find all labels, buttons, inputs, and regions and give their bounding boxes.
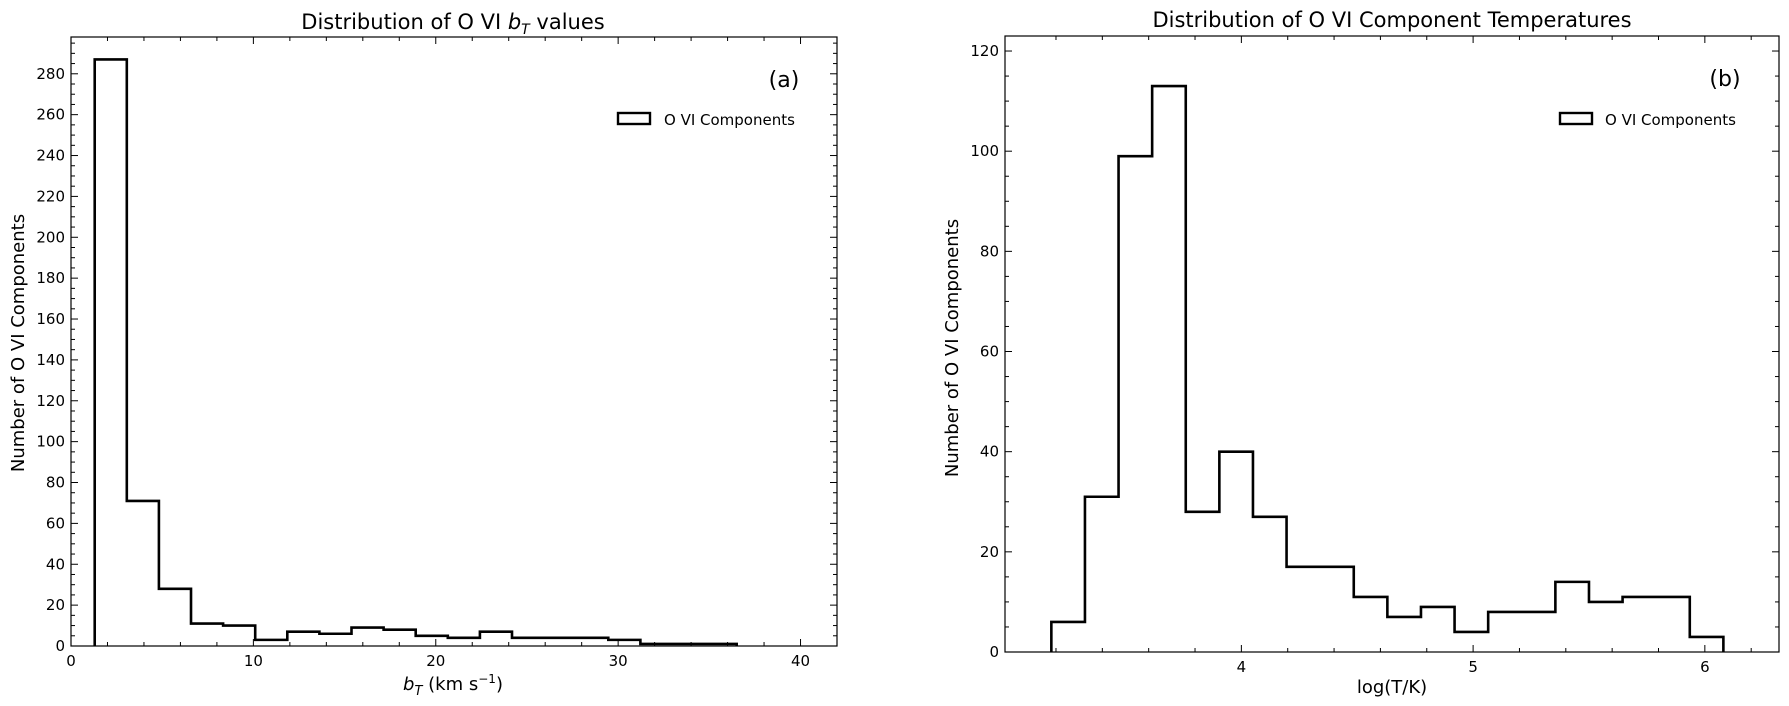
y-tick-label: 0 xyxy=(55,637,65,655)
y-tick-label: 100 xyxy=(36,433,65,451)
panel-a-ticks: 0 10 20 30 40 0 20 40 60 80 100 120 140 160 180 200 220 2… xyxy=(36,37,838,670)
panel-a-xlabel: bT (km s−1) xyxy=(403,672,503,699)
panel-a-histogram-step xyxy=(93,58,738,646)
x-tick-label: 6 xyxy=(1700,658,1710,676)
panel-b-temperature-histogram: Distribution of O VI Component Temperatu… xyxy=(942,8,1780,698)
panel-a-legend-patch xyxy=(616,111,652,126)
y-tick-label: 120 xyxy=(970,42,999,60)
y-tick-label: 160 xyxy=(36,310,65,328)
y-tick-label: 280 xyxy=(36,65,65,83)
y-tick-label: 0 xyxy=(989,643,999,661)
panel-b-legend-patch xyxy=(1558,111,1594,126)
panel-a-legend-label: O VI Components xyxy=(664,111,795,129)
panel-b-legend-label: O VI Components xyxy=(1605,111,1736,129)
panel-b-ylabel: Number of O VI Components xyxy=(942,219,963,477)
panel-a-ylabel: Number of O VI Components xyxy=(8,214,29,472)
x-tick-label: 10 xyxy=(244,652,263,670)
x-tick-label: 30 xyxy=(609,652,628,670)
panel-b-legend: O VI Components xyxy=(1558,111,1736,129)
y-tick-label: 140 xyxy=(36,351,65,369)
x-tick-label: 0 xyxy=(66,652,76,670)
panel-a-legend: O VI Components xyxy=(616,111,795,129)
y-tick-label: 260 xyxy=(36,106,65,124)
panel-b-histogram-step xyxy=(1050,84,1725,652)
y-tick-label: 20 xyxy=(46,596,65,614)
y-tick-label: 240 xyxy=(36,147,65,165)
x-tick-label: 4 xyxy=(1237,658,1247,676)
panel-b-label: (b) xyxy=(1709,67,1740,92)
y-tick-label: 40 xyxy=(980,443,999,461)
y-tick-label: 200 xyxy=(36,228,65,246)
y-tick-label: 180 xyxy=(36,269,65,287)
y-tick-label: 100 xyxy=(970,142,999,160)
y-tick-label: 120 xyxy=(36,392,65,410)
panel-b-axes-frame xyxy=(1004,35,1780,653)
y-tick-label: 80 xyxy=(980,242,999,260)
y-tick-label: 80 xyxy=(46,474,65,492)
y-tick-label: 40 xyxy=(46,555,65,573)
y-tick-label: 60 xyxy=(980,343,999,361)
panel-b-xlabel: log(T/K) xyxy=(1357,677,1427,698)
panel-a-axes-frame xyxy=(70,36,838,647)
x-tick-label: 5 xyxy=(1468,658,1478,676)
y-tick-label: 220 xyxy=(36,187,65,205)
y-tick-label: 60 xyxy=(46,514,65,532)
panel-a-title: Distribution of O VI bT values xyxy=(301,10,604,38)
panel-a-label: (a) xyxy=(769,68,800,93)
panel-a-bt-histogram: Distribution of O VI bT values bT (km s−… xyxy=(8,10,838,699)
x-tick-label: 40 xyxy=(791,652,810,670)
y-tick-label: 20 xyxy=(980,543,999,561)
x-tick-label: 20 xyxy=(426,652,445,670)
panel-b-title: Distribution of O VI Component Temperatu… xyxy=(1152,8,1631,32)
